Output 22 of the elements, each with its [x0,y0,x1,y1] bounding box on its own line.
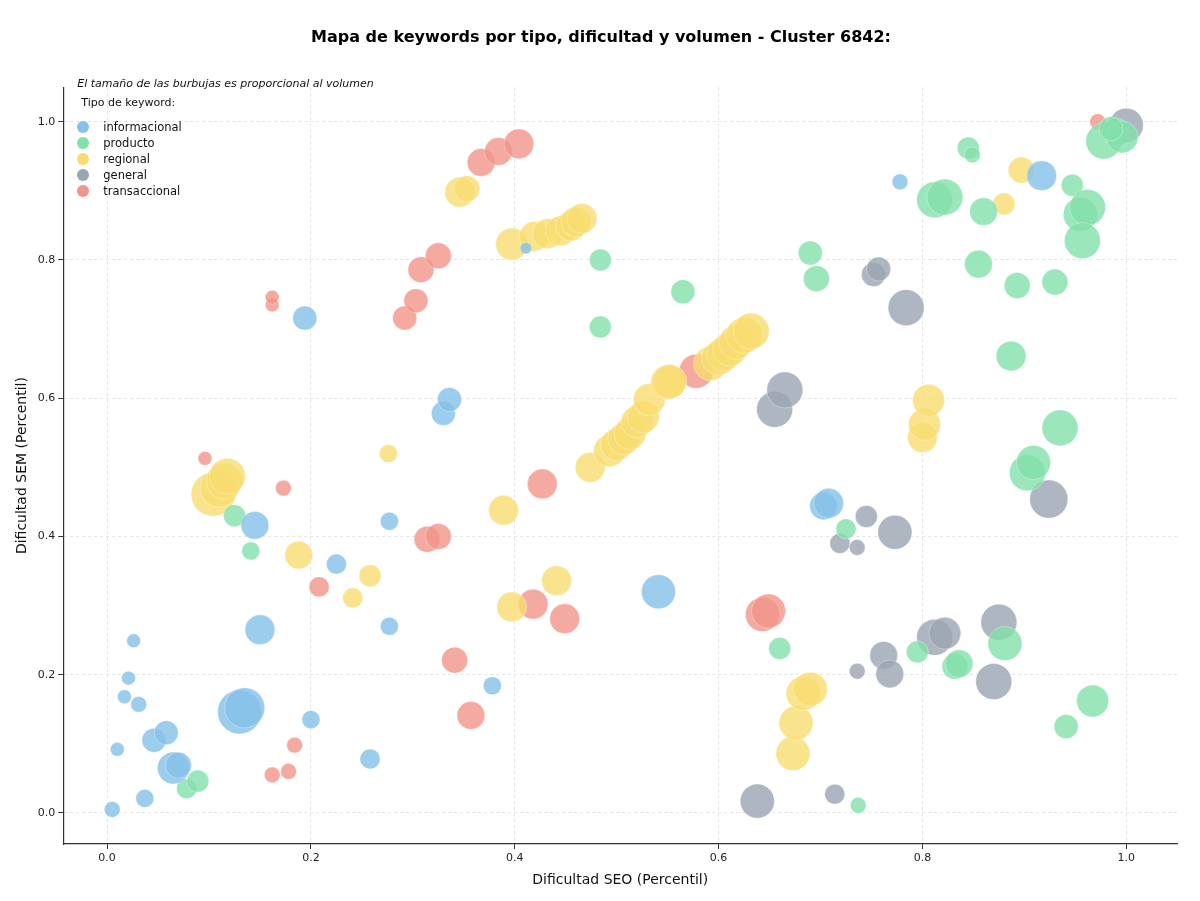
x-tick-label: 0.6 [709,851,728,865]
x-tick-label: 0.8 [913,851,932,865]
legend-label: producto [103,136,155,151]
y-tick-label: 1.0 [37,114,56,128]
chart-title: Mapa de keywords por tipo, dificultad y volumen - Cluster 6842: [311,26,891,46]
y-axis-title: Dificultad SEM (Percentil) [13,377,30,555]
annotation: El tamaño de las burbujas es proporcional al volumen [77,77,374,91]
y-tick-label: 0.0 [37,805,56,819]
y-tick-label: 0.2 [37,667,56,681]
legend-label: regional [103,152,150,167]
legend-title: Tipo de keyword: [81,96,177,110]
legend-label: general [103,168,147,183]
legend-label: informacional [103,120,182,135]
y-tick-label: 0.4 [37,529,56,543]
x-axis-title: Dificultad SEO (Percentil) [532,871,709,888]
x-tick-label: 0.0 [98,851,116,865]
y-tick-label: 0.6 [37,391,56,405]
legend-label: transaccional [103,184,181,199]
x-tick-label: 0.4 [506,851,524,865]
x-tick-label: 0.2 [302,851,320,865]
x-tick-label: 1.0 [1117,851,1135,865]
y-tick-label: 0.8 [37,252,56,266]
